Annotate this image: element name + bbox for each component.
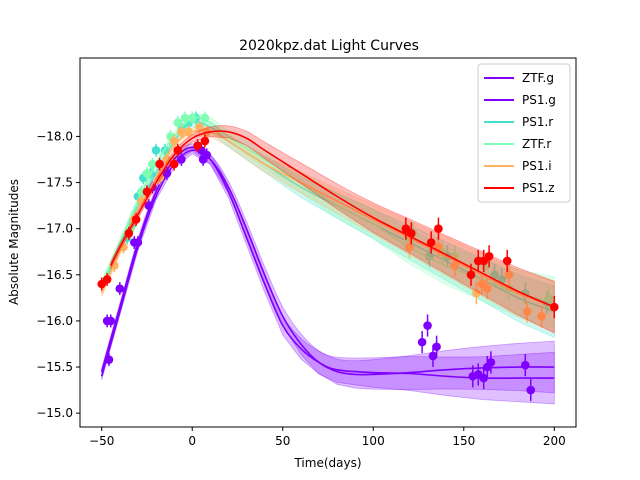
data-point [537, 312, 546, 321]
chart-title: 2020kpz.dat Light Curves [239, 38, 419, 54]
data-point [184, 127, 193, 137]
data-point [200, 113, 210, 123]
data-point [522, 307, 532, 316]
model-band [110, 125, 555, 334]
x-axis-label: Time(days) [293, 456, 361, 470]
data-point [169, 159, 179, 169]
legend-entry: PS1.z [522, 181, 555, 195]
x-tick-label: 50 [275, 434, 290, 448]
data-point [102, 275, 112, 284]
data-point [486, 358, 496, 367]
legend: ZTF.g PS1.g PS1.r ZTF.r PS1.i PS1.z [477, 63, 571, 203]
data-point [133, 238, 143, 247]
data-point [177, 127, 186, 137]
data-point [195, 122, 204, 132]
data-point [180, 113, 190, 123]
data-point [115, 284, 125, 293]
data-point [198, 155, 208, 164]
data-point [482, 284, 492, 293]
data-point [405, 242, 414, 252]
data-point [417, 337, 427, 347]
data-point [544, 293, 554, 303]
series-ztf-r [100, 111, 555, 329]
model-band [101, 117, 555, 339]
data-point [521, 360, 530, 370]
data-point [450, 261, 460, 270]
data-point [526, 385, 536, 395]
data-point [432, 342, 441, 352]
data-point [472, 288, 481, 298]
x-tick-label: 0 [188, 434, 196, 448]
legend-box [477, 63, 571, 203]
x-tick-label: −50 [89, 434, 114, 448]
series-ps1-i [100, 120, 555, 334]
data-point [131, 215, 141, 224]
x-tick-label: 150 [452, 434, 475, 448]
x-tick-label: 100 [362, 434, 385, 448]
data-point [200, 136, 210, 146]
model-line [100, 146, 555, 380]
data-point [106, 316, 116, 326]
plot-frame [79, 57, 577, 428]
model-line [110, 130, 555, 308]
data-point [406, 228, 416, 238]
data-point [142, 169, 152, 178]
data-point [173, 145, 183, 155]
model-band [101, 112, 555, 329]
x-tick-label: 200 [543, 434, 566, 448]
y-axis: −15.0 −15.5 −16.0 −16.5 −17.0 −17.5 −18.0 [36, 129, 80, 420]
data-point [148, 159, 157, 169]
data-point [173, 118, 183, 127]
data-point [169, 136, 179, 146]
data-point [142, 187, 152, 197]
data-point [124, 228, 134, 238]
data-point [177, 155, 186, 164]
data-point [155, 159, 164, 169]
legend-entry: PS1.i [522, 159, 552, 173]
x-axis: −50 0 50 100 150 200 [89, 427, 566, 448]
data-point [144, 201, 154, 210]
data-point [151, 145, 161, 155]
data-point [187, 113, 197, 123]
y-axis-label: Absolute Magnitudes [7, 179, 21, 305]
data-point [466, 270, 476, 280]
series-ps1-z [97, 125, 559, 334]
y-tick-label: −15.5 [36, 360, 73, 374]
data-point [484, 252, 494, 261]
legend-entry: ZTF.g [522, 71, 554, 85]
y-tick-label: −16.5 [36, 268, 73, 282]
y-tick-label: −17.0 [36, 222, 73, 236]
model-line [100, 149, 555, 377]
legend-entry: ZTF.r [522, 137, 551, 151]
data-point [434, 224, 443, 233]
data-point [504, 270, 514, 280]
data-point [104, 355, 114, 364]
data-point [549, 302, 559, 312]
y-tick-label: −18.0 [36, 129, 73, 143]
y-tick-label: −15.0 [36, 406, 73, 420]
data-point [193, 141, 202, 150]
series-ps1-g [100, 139, 555, 405]
data-point [502, 256, 512, 266]
data-point [423, 321, 432, 330]
legend-entry: PS1.r [522, 115, 553, 129]
y-tick-label: −16.0 [36, 314, 73, 328]
legend-entry: PS1.g [522, 93, 556, 107]
model-band [101, 125, 555, 334]
plot-area [97, 111, 559, 405]
data-point [490, 270, 499, 280]
data-point [426, 238, 436, 247]
data-point [428, 351, 438, 361]
y-tick-label: −17.5 [36, 176, 73, 190]
